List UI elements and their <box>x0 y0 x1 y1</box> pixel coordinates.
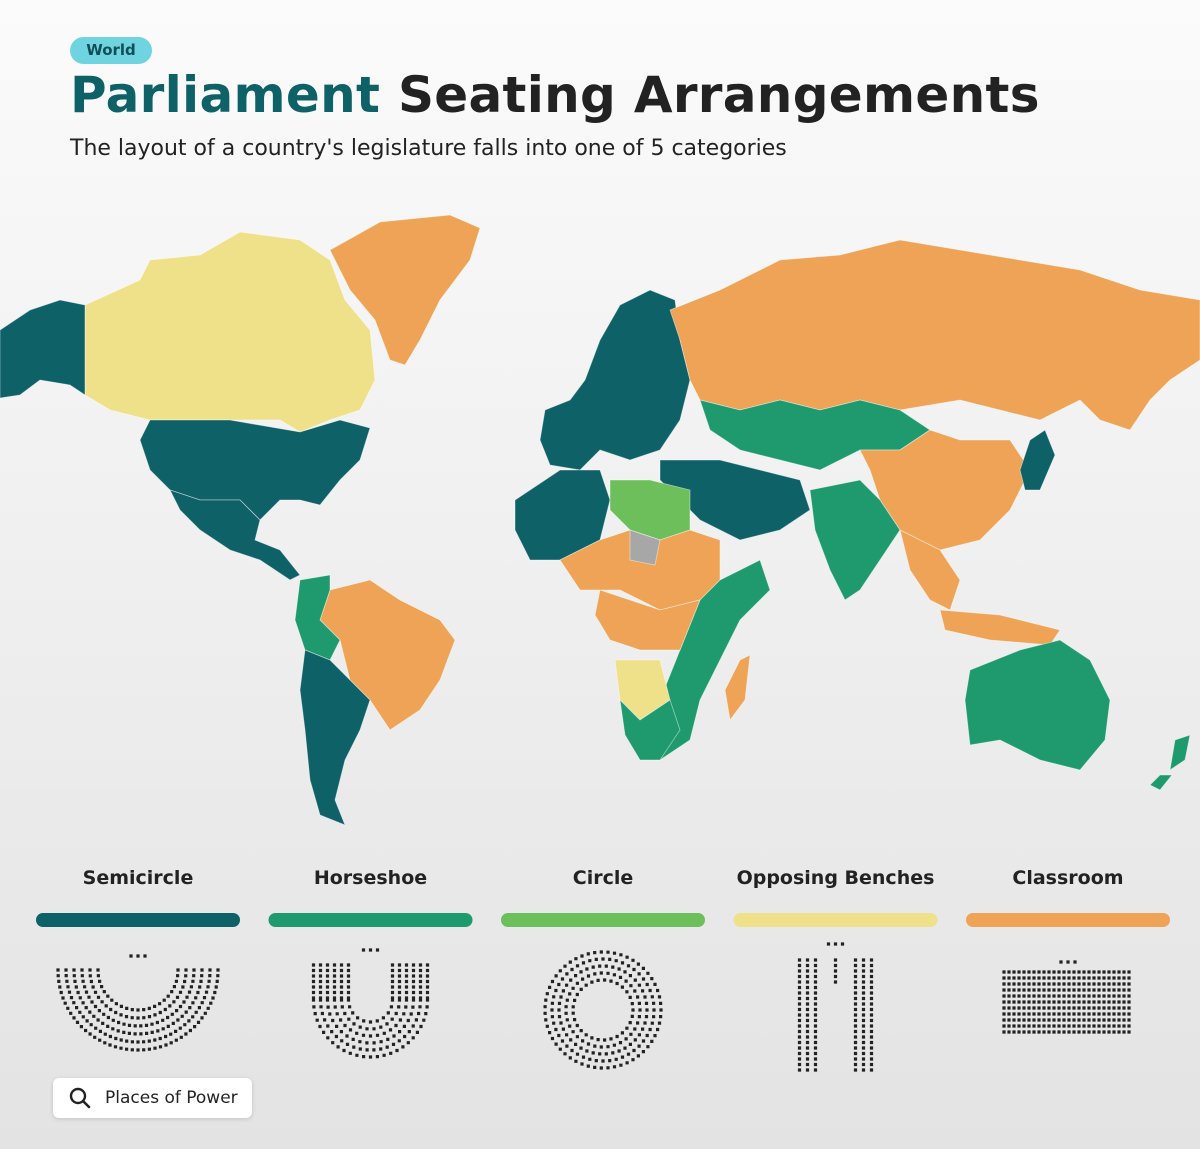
greenland <box>329 214 481 366</box>
legend-swatch <box>36 913 240 927</box>
search-icon <box>69 1087 91 1109</box>
mexico <box>169 489 301 581</box>
africa-central <box>594 589 701 651</box>
usa <box>139 419 371 521</box>
madagascar <box>724 654 751 721</box>
legend-swatch <box>733 913 938 927</box>
europe <box>539 289 691 471</box>
new-zealand <box>1149 734 1191 791</box>
title-rest: Seating Arrangements <box>397 66 1040 124</box>
seat-diagram <box>311 948 430 1059</box>
canada <box>84 231 376 433</box>
seat-diagram <box>797 942 874 1072</box>
india <box>809 479 901 601</box>
legend-label: Semicircle <box>83 867 194 889</box>
title-highlight: Parliament <box>70 66 381 124</box>
countries <box>0 214 1200 826</box>
legend: Semicircle Horseshoe Circle Opposing Benche… <box>36 867 1170 1072</box>
badge: World <box>70 37 152 64</box>
legend-label: Opposing Benches <box>737 867 935 889</box>
seat-diagram <box>1002 960 1131 1034</box>
legend-swatch <box>966 913 1170 927</box>
no-data <box>629 529 661 566</box>
andes-north <box>294 574 341 661</box>
title: Parliament Seating Arrangements <box>70 66 1040 124</box>
japan <box>1019 429 1056 491</box>
alaska <box>0 299 86 399</box>
legend-swatch <box>501 913 705 927</box>
legend-swatch <box>268 913 473 927</box>
se-asia <box>899 529 1061 646</box>
andes-south <box>299 649 371 826</box>
seat-diagram <box>543 950 663 1070</box>
south-africa <box>619 698 681 761</box>
africa-north <box>609 479 691 541</box>
australia <box>964 639 1111 771</box>
legend-label: Horseshoe <box>314 867 427 889</box>
legend-label: Classroom <box>1012 867 1123 889</box>
places-of-power-button[interactable]: Places of Power <box>53 1078 252 1118</box>
subtitle: The layout of a country's legislature fa… <box>70 136 787 161</box>
button-label: Places of Power <box>105 1088 238 1108</box>
legend-label: Circle <box>573 867 634 889</box>
seat-diagram <box>56 954 220 1052</box>
russia <box>669 239 1200 431</box>
